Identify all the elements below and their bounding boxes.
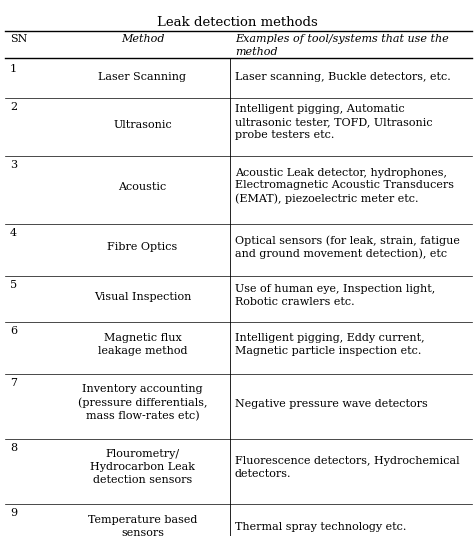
- Text: 3: 3: [10, 160, 17, 170]
- Text: 1: 1: [10, 64, 17, 74]
- Text: Inventory accounting
(pressure differentials,
mass flow-rates etc): Inventory accounting (pressure different…: [78, 384, 207, 421]
- Text: Visual Inspection: Visual Inspection: [94, 292, 191, 301]
- Text: 8: 8: [10, 443, 17, 453]
- Text: Negative pressure wave detectors: Negative pressure wave detectors: [235, 399, 428, 409]
- Text: Intelligent pigging, Eddy current,
Magnetic particle inspection etc.: Intelligent pigging, Eddy current, Magne…: [235, 333, 425, 356]
- Text: Intelligent pigging, Automatic
ultrasonic tester, TOFD, Ultrasonic
probe testers: Intelligent pigging, Automatic ultrasoni…: [235, 105, 433, 140]
- Text: 5: 5: [10, 280, 17, 290]
- Text: Flourometry/
Hydrocarbon Leak
detection sensors: Flourometry/ Hydrocarbon Leak detection …: [90, 449, 195, 485]
- Text: Acoustic Leak detector, hydrophones,
Electromagnetic Acoustic Transducers
(EMAT): Acoustic Leak detector, hydrophones, Ele…: [235, 167, 454, 204]
- Text: Fibre Optics: Fibre Optics: [108, 242, 178, 252]
- Text: Optical sensors (for leak, strain, fatigue
and ground movement detection), etc: Optical sensors (for leak, strain, fatig…: [235, 235, 460, 259]
- Text: Fluorescence detectors, Hydrochemical
detectors.: Fluorescence detectors, Hydrochemical de…: [235, 457, 460, 479]
- Text: 9: 9: [10, 508, 17, 518]
- Text: 4: 4: [10, 228, 17, 238]
- Text: Method: Method: [121, 34, 164, 44]
- Text: Thermal spray technology etc.: Thermal spray technology etc.: [235, 523, 406, 532]
- Text: 2: 2: [10, 102, 17, 112]
- Text: SN: SN: [10, 34, 27, 44]
- Text: Ultrasonic: Ultrasonic: [113, 120, 172, 130]
- Text: Examples of tool/systems that use the
method: Examples of tool/systems that use the me…: [235, 34, 449, 57]
- Text: Use of human eye, Inspection light,
Robotic crawlers etc.: Use of human eye, Inspection light, Robo…: [235, 284, 435, 307]
- Text: Acoustic: Acoustic: [118, 182, 167, 192]
- Text: Laser Scanning: Laser Scanning: [99, 71, 186, 81]
- Text: 7: 7: [10, 378, 17, 388]
- Text: Laser scanning, Buckle detectors, etc.: Laser scanning, Buckle detectors, etc.: [235, 71, 451, 81]
- Text: Temperature based
sensors: Temperature based sensors: [88, 515, 197, 536]
- Text: Leak detection methods: Leak detection methods: [156, 16, 318, 29]
- Text: 6: 6: [10, 326, 17, 336]
- Text: Magnetic flux
leakage method: Magnetic flux leakage method: [98, 333, 187, 356]
